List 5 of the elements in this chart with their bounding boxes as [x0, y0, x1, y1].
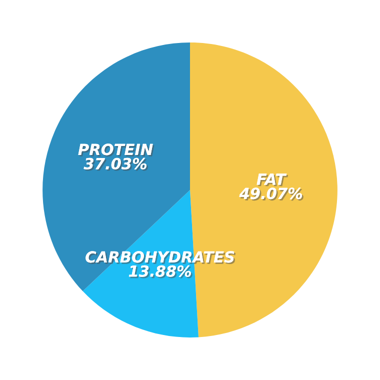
- slice-label: FAT: [256, 174, 288, 186]
- data-label: 49.07%: [239, 188, 304, 201]
- data-label: 13.88%: [128, 265, 192, 278]
- slice-label: PROTEIN: [78, 144, 154, 157]
- data-label: 37.03%: [84, 158, 148, 171]
